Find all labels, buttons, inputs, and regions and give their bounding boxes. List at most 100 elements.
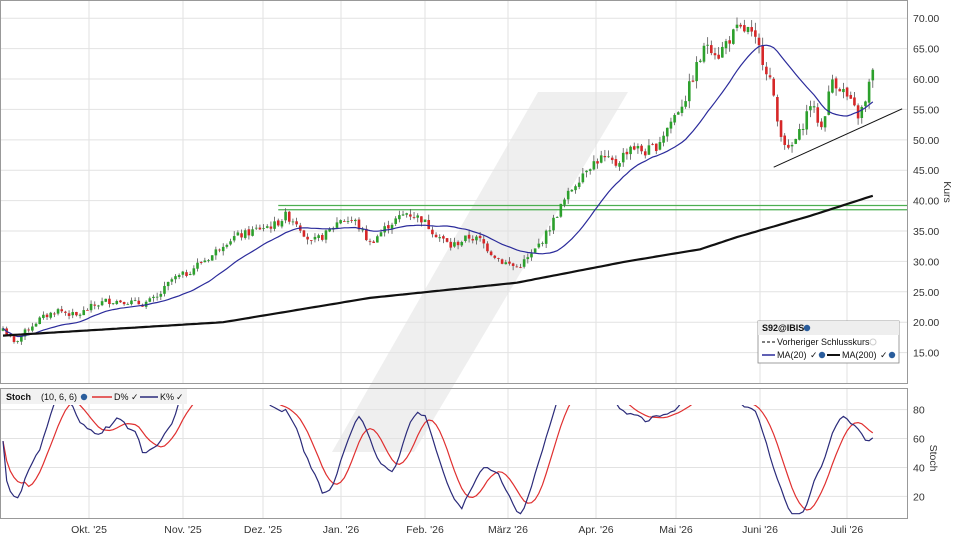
candle — [754, 22, 757, 44]
candle — [78, 313, 82, 319]
candle — [247, 226, 251, 240]
candle — [460, 240, 464, 247]
candle — [133, 297, 137, 302]
candle — [412, 211, 416, 220]
candle — [713, 47, 717, 60]
candle — [757, 33, 761, 54]
candle — [434, 232, 438, 238]
candle — [108, 295, 111, 308]
candle — [148, 296, 152, 303]
candle — [442, 234, 445, 244]
candle — [493, 254, 497, 260]
candle — [746, 26, 750, 35]
candle — [629, 145, 632, 160]
candle — [456, 240, 460, 250]
candle — [662, 131, 665, 147]
globe-icon[interactable] — [888, 351, 896, 359]
price-axis-ticks: 15.00 20.00 25.00 30.00 35.00 40.00 45.00 50.00… — [913, 13, 939, 359]
candle — [423, 219, 427, 223]
close-icon[interactable] — [869, 338, 877, 346]
candle — [196, 258, 199, 272]
candle — [570, 189, 574, 193]
candle — [368, 238, 372, 246]
checkmark-icon[interactable]: ✓ — [131, 392, 139, 402]
price-tick-label: 20.00 — [913, 317, 939, 329]
globe-icon[interactable] — [818, 351, 826, 359]
candle — [831, 74, 834, 94]
globe-icon[interactable] — [803, 324, 811, 332]
date-tick-label: Jan. '26 — [323, 524, 360, 536]
candle — [699, 58, 702, 63]
candle — [104, 298, 108, 303]
price-legend: S92@IBIS Vorheriger Schlusskurs MA(20) ✓… — [757, 320, 900, 364]
candle — [533, 248, 537, 254]
candle — [614, 155, 618, 168]
candle — [519, 263, 522, 269]
candle — [856, 103, 860, 125]
checkmark-icon[interactable]: ✓ — [810, 350, 818, 360]
candle — [12, 335, 16, 344]
candle — [489, 250, 493, 257]
candle — [405, 212, 408, 218]
candle — [559, 203, 563, 218]
checkmark-icon[interactable]: ✓ — [176, 392, 184, 402]
support-band — [278, 204, 907, 211]
candle — [563, 197, 566, 208]
candle — [497, 257, 500, 262]
candle — [676, 111, 680, 115]
candle — [254, 224, 258, 231]
candle — [119, 299, 122, 303]
legend-d: D% — [114, 392, 129, 402]
candle — [710, 40, 713, 56]
candle — [794, 138, 798, 145]
price-tick-label: 55.00 — [913, 104, 939, 116]
price-tick-label: 15.00 — [913, 348, 939, 360]
checkmark-icon[interactable]: ✓ — [880, 350, 888, 360]
candle — [232, 231, 236, 243]
candle — [610, 155, 614, 164]
candle — [192, 265, 196, 276]
candle — [53, 311, 56, 318]
candle — [115, 299, 119, 305]
candle — [210, 255, 214, 261]
candle — [346, 216, 350, 225]
candle — [750, 20, 753, 37]
candle — [449, 238, 453, 251]
candle — [603, 149, 607, 162]
candle — [126, 302, 130, 305]
candle — [816, 103, 820, 127]
candle — [276, 218, 280, 227]
candle — [159, 290, 163, 301]
candle — [665, 127, 669, 142]
candle — [625, 148, 629, 160]
candle — [269, 221, 273, 233]
candle — [343, 219, 346, 222]
candle — [372, 240, 375, 244]
candle — [86, 308, 89, 311]
candle — [471, 235, 475, 244]
candle — [607, 150, 610, 158]
candle — [776, 94, 779, 127]
candle — [34, 322, 38, 328]
candle — [691, 75, 695, 83]
candle — [335, 217, 339, 229]
candle — [280, 219, 284, 229]
candle — [599, 150, 603, 164]
candle — [695, 56, 698, 89]
candle — [500, 258, 504, 265]
candle — [258, 224, 262, 231]
candle — [838, 87, 842, 92]
candle — [383, 222, 386, 237]
stoch-tick-label: 40 — [913, 462, 925, 474]
trendline — [773, 108, 903, 168]
candle — [801, 123, 805, 136]
candle — [504, 259, 508, 265]
candle — [265, 224, 269, 229]
candle — [654, 143, 658, 155]
date-tick-label: Nov. '25 — [164, 524, 202, 536]
legend-symbol: S92@IBIS — [762, 323, 804, 333]
candle — [585, 170, 588, 178]
candle — [515, 264, 519, 268]
stoch-grid — [1, 389, 907, 518]
globe-icon[interactable] — [80, 393, 88, 401]
